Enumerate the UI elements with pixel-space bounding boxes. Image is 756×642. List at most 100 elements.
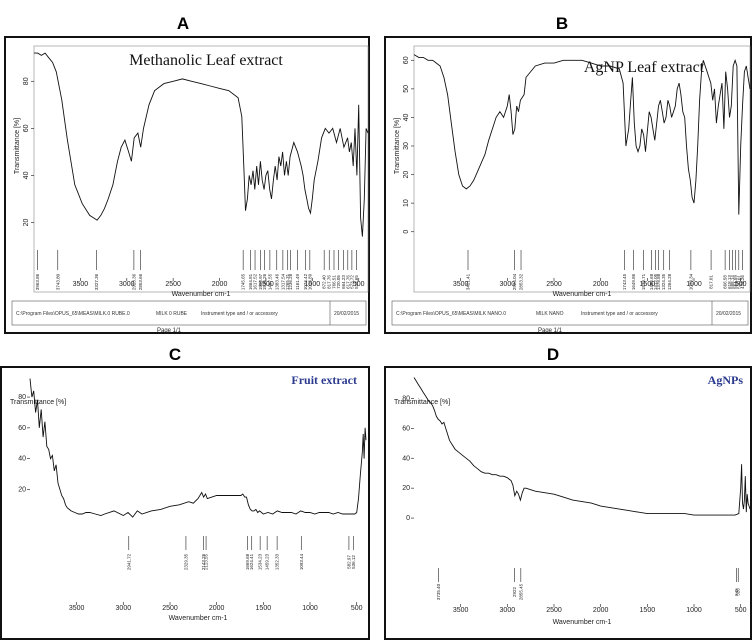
peak-label: 1649.86 — [631, 273, 636, 290]
x-tick-label: 1500 — [640, 281, 656, 288]
chart-title: Fruit extract — [291, 373, 357, 387]
y-tick-label: 20 — [23, 218, 30, 226]
x-tick-label: 2000 — [593, 607, 609, 614]
y-tick-label: 10 — [403, 199, 410, 207]
y-tick-label: 20 — [18, 486, 26, 493]
peak-label: 2853.66 — [138, 273, 143, 290]
peak-label: 1033.34 — [688, 273, 693, 290]
x-tick-label: 2000 — [212, 281, 228, 288]
peak-label: 817.76 — [327, 275, 332, 289]
footer-instrument: Instrument type and / or accessory — [581, 311, 658, 317]
peak-label: 2853.32 — [519, 273, 524, 290]
peak-label: 1558.97 — [258, 273, 263, 290]
peak-label: 1161.49 — [295, 274, 300, 290]
chart-title: AgNP Leaf extract — [584, 59, 705, 76]
x-tick-label: 2500 — [546, 607, 562, 614]
peak-label: 1378.88 — [656, 273, 661, 290]
peak-label: 872.40 — [322, 275, 327, 289]
peak-label: 1074.42 — [303, 273, 308, 290]
peak-label: 545 — [734, 588, 739, 596]
footer-path: C:\Program Files\OPUS_65\MEAS\MILK NANO.… — [396, 311, 506, 317]
x-tick-label: 1500 — [256, 605, 272, 612]
x-tick-label: 3500 — [69, 605, 85, 612]
peak-label: 1624.41 — [249, 553, 254, 570]
footer-instrument: Instrument type and / or accessory — [201, 311, 278, 317]
peak-label: 1317.54 — [280, 273, 285, 290]
peak-label: 3735.40 — [436, 583, 441, 600]
footer-sample: MILK 0 RUBE — [156, 311, 188, 317]
peak-label: 1236.28 — [288, 273, 293, 290]
peak-label: 766.51 — [331, 275, 336, 289]
y-tick-label: 20 — [403, 171, 410, 179]
x-tick-label: 1500 — [640, 607, 656, 614]
peak-label: 582.97 — [346, 555, 351, 569]
x-tick-label: 3000 — [500, 607, 516, 614]
peak-label: 618.13 — [727, 275, 732, 289]
x-tick-label: 3500 — [453, 607, 469, 614]
plot-frame — [33, 45, 369, 293]
spectrum-line — [413, 377, 751, 516]
peak-label: 1264.28 — [667, 273, 672, 290]
peak-label: 2922 — [512, 586, 517, 597]
peak-label: 3421.41 — [466, 273, 471, 290]
peak-label: 1669.68 — [245, 553, 250, 570]
footer-box — [391, 300, 749, 326]
peak-label: 1324.35 — [661, 273, 666, 290]
peak-label: 1412.05 — [653, 273, 658, 290]
x-tick-label: 1500 — [258, 281, 274, 288]
peak-label: 1026.89 — [307, 273, 312, 290]
y-tick-label: 40 — [18, 456, 26, 463]
x-tick-label: 2500 — [546, 281, 562, 288]
y-tick-label: 60 — [23, 124, 30, 132]
y-tick-label: 50 — [403, 85, 410, 93]
y-axis-title: Transmittance [%] — [10, 399, 66, 406]
x-tick-label: 1000 — [686, 281, 702, 288]
x-tick-label: 2000 — [593, 281, 609, 288]
x-tick-label: 2500 — [165, 281, 181, 288]
panel-c: 20 40 60 80 Transmittance [%] 3500 3000 2500 200… — [0, 366, 370, 640]
y-tick-label: 60 — [403, 56, 410, 64]
peak-label: 1352.33 — [275, 553, 280, 570]
plot-frame — [413, 45, 751, 293]
y-tick-label: 80 — [402, 395, 410, 402]
peak-label: 1265.31 — [285, 273, 290, 290]
x-tick-label: 3500 — [73, 281, 89, 288]
y-axis-title: Transmittance [%] — [394, 399, 450, 406]
spectrum-line — [413, 54, 751, 215]
panel-letter-d: D — [546, 345, 560, 364]
peak-label: 2113.55 — [204, 554, 209, 570]
peak-label: 720.05 — [336, 275, 341, 289]
y-tick-label: 0 — [403, 230, 410, 234]
peak-label: 524.65 — [354, 275, 359, 289]
peak-label: 573.72 — [349, 275, 354, 289]
panel-a: 20 40 60 80 Transmittance [%] 3500 3000 2500 200… — [4, 36, 370, 334]
x-axis-title: Wavenumber cm-1 — [172, 291, 231, 298]
y-tick-label: 60 — [18, 425, 26, 432]
y-tick-label: 40 — [23, 171, 30, 179]
peak-label: 1617.52 — [253, 273, 258, 290]
y-axis-title: Transmittance [%] — [394, 118, 401, 174]
panel-letter-c: C — [168, 345, 182, 364]
x-tick-label: 1000 — [305, 281, 321, 288]
peak-label: 1539.71 — [641, 273, 646, 290]
y-tick-label: 30 — [403, 142, 410, 150]
ftir-chart-methanolic-leaf: 20 40 60 80 Transmittance [%] 3500 3000 2500 200… — [11, 45, 369, 334]
peak-label: 1093.44 — [299, 553, 304, 570]
x-tick-label: 2500 — [162, 605, 178, 612]
peak-label: 588.14 — [730, 275, 735, 289]
x-tick-label: 3000 — [500, 281, 516, 288]
x-tick-label: 3500 — [453, 281, 469, 288]
x-tick-label: 1000 — [686, 607, 702, 614]
peak-label: 2143.26 — [201, 553, 206, 570]
y-tick-label: 60 — [402, 425, 410, 432]
panel-d: 0 20 40 60 80 Transmittance [%] 3500 3000 2500 20… — [384, 366, 752, 640]
y-tick-label: 40 — [403, 113, 410, 121]
peak-label: 479.26 — [740, 275, 745, 289]
chart-title: Methanolic Leaf extract — [129, 52, 283, 69]
y-tick-label: 20 — [402, 485, 410, 492]
footer-path: C:\Program Files\OPUS_65\MEAS\MILK.0 RUB… — [16, 311, 130, 317]
peak-label: 1457.55 — [267, 273, 272, 290]
y-tick-label: 0 — [406, 515, 410, 522]
